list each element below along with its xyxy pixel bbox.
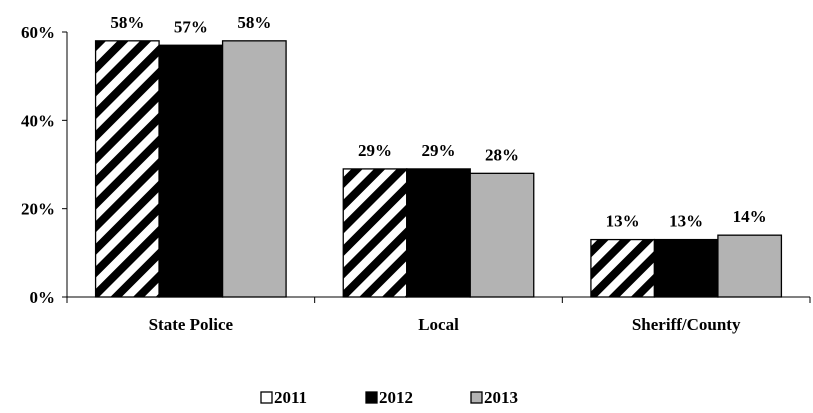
data-label: 13% — [669, 212, 703, 231]
data-label: 57% — [174, 17, 208, 36]
x-tick-label: Sheriff/County — [632, 315, 741, 334]
bar — [590, 238, 656, 298]
bar — [221, 40, 287, 298]
x-tick-label: Local — [418, 315, 459, 334]
data-label: 58% — [237, 13, 271, 32]
y-tick-label: 60% — [21, 23, 55, 42]
bar — [94, 40, 160, 298]
legend: 2011 2012 2013 — [260, 388, 518, 407]
legend-swatch — [470, 391, 483, 404]
legend-swatch — [260, 391, 273, 404]
legend-label: 2012 — [379, 388, 413, 407]
data-label: 58% — [110, 13, 144, 32]
bars — [94, 40, 783, 298]
data-label: 28% — [485, 145, 519, 164]
bar — [653, 238, 719, 298]
legend-label: 2013 — [484, 388, 518, 407]
data-label: 29% — [358, 141, 392, 160]
bar — [406, 168, 471, 298]
y-tick-label: 40% — [21, 111, 55, 130]
data-label: 13% — [606, 212, 640, 231]
x-tick-label: State Police — [149, 315, 234, 334]
y-tick-label: 0% — [30, 288, 56, 307]
legend-label: 2011 — [274, 388, 307, 407]
bar — [469, 172, 535, 298]
bar — [717, 234, 783, 298]
legend-swatch — [365, 391, 378, 404]
data-label: 14% — [733, 207, 767, 226]
y-tick-label: 20% — [21, 200, 55, 219]
data-labels: 58% 57% 58% 29% 29% 28% 13% 13% 14% — [110, 13, 766, 231]
bar — [158, 44, 224, 298]
bar — [342, 168, 408, 298]
data-label: 29% — [422, 141, 456, 160]
